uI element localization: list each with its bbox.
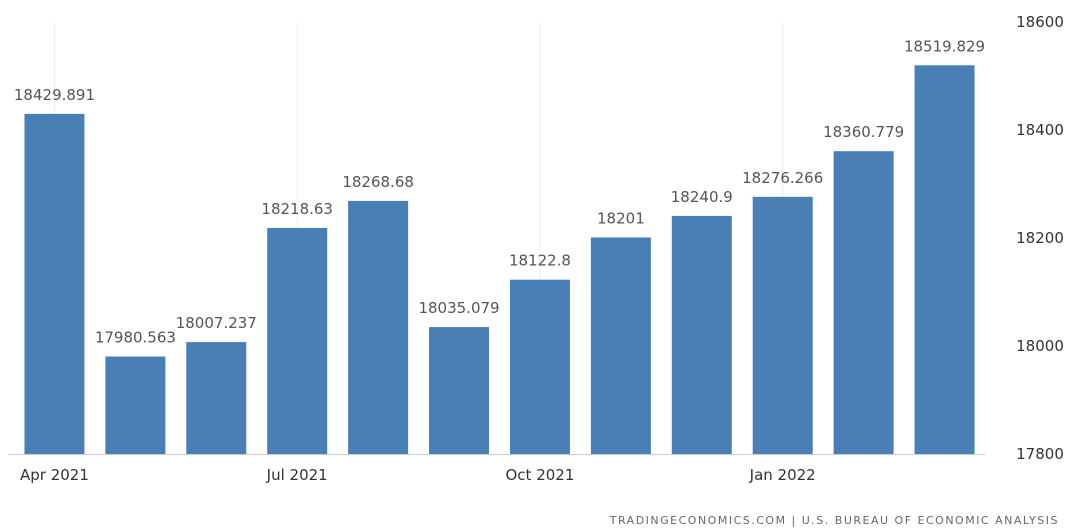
data-label-10: 18360.779: [823, 123, 904, 141]
bar-3: [267, 227, 328, 454]
data-label-2: 18007.237: [176, 314, 257, 332]
y-tick-label-1: 18000: [1016, 337, 1064, 355]
x-tick-label-0: Apr 2021: [20, 466, 89, 484]
x-tick-label-1: Jul 2021: [266, 466, 328, 484]
bar-2: [186, 342, 247, 454]
y-tick-label-4: 18600: [1016, 13, 1064, 31]
source-credit: TRADINGECONOMICS.COM | U.S. BUREAU OF EC…: [609, 514, 1059, 527]
y-tick-label-2: 18200: [1016, 229, 1064, 247]
bar-9: [752, 196, 813, 455]
bar-10: [833, 151, 894, 455]
x-tick-label-2: Oct 2021: [506, 466, 575, 484]
data-label-4: 18268.68: [342, 173, 414, 191]
y-tick-label-0: 17800: [1016, 445, 1064, 463]
bar-8: [671, 215, 732, 454]
data-label-1: 17980.563: [95, 328, 176, 346]
bar-11: [914, 65, 975, 454]
bar-6: [509, 279, 570, 454]
bar-5: [429, 327, 490, 454]
bar-0: [24, 113, 85, 454]
data-label-0: 18429.891: [14, 86, 95, 104]
data-label-6: 18122.8: [509, 252, 571, 270]
data-label-9: 18276.266: [742, 169, 823, 187]
bar-7: [590, 237, 651, 454]
x-tick-label-3: Jan 2022: [749, 466, 816, 484]
data-label-8: 18240.9: [671, 188, 733, 206]
y-tick-label-3: 18400: [1016, 121, 1064, 139]
data-label-11: 18519.829: [904, 37, 985, 55]
bar-4: [348, 200, 409, 454]
data-label-3: 18218.63: [261, 200, 333, 218]
data-label-5: 18035.079: [418, 299, 499, 317]
bar-1: [105, 356, 166, 454]
data-label-7: 18201: [597, 209, 645, 227]
